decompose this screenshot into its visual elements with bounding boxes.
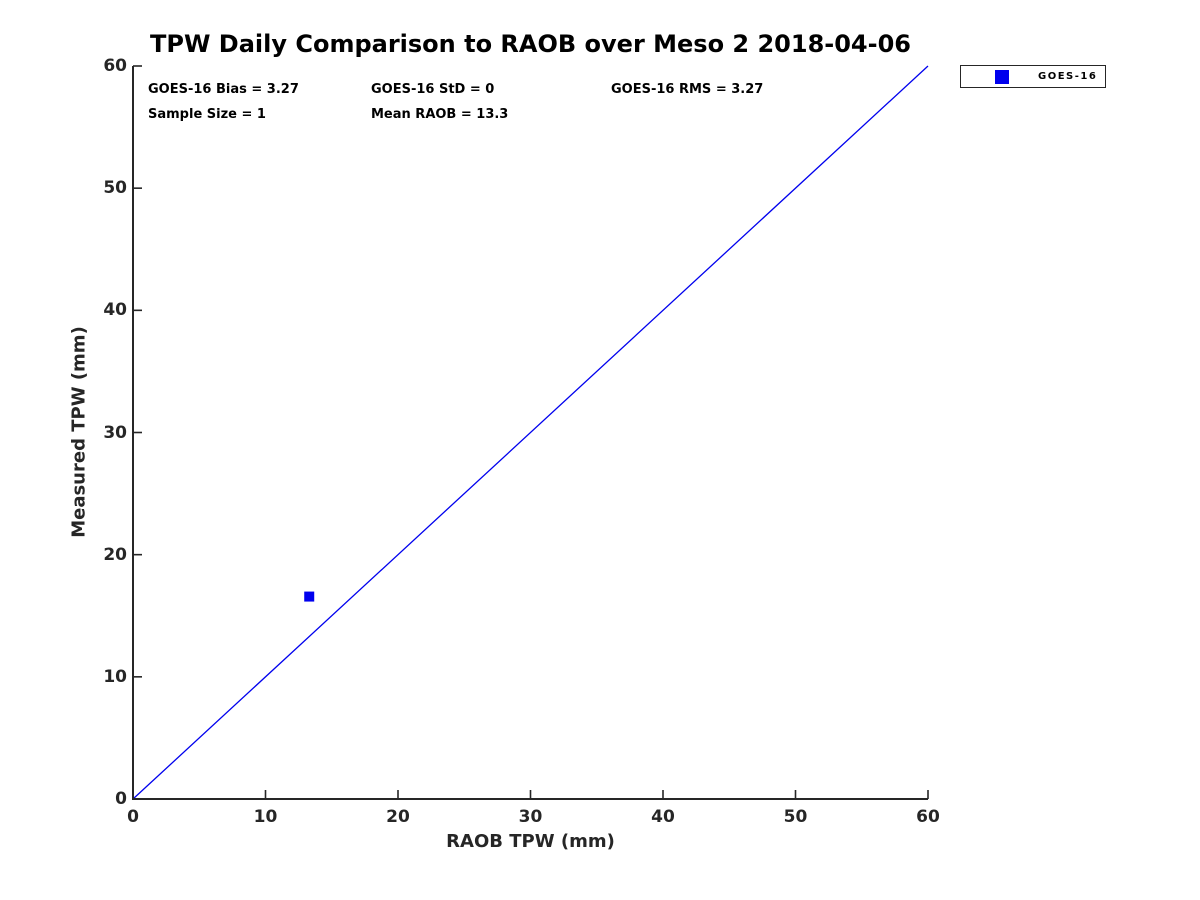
identity-line (132, 65, 929, 800)
y-tick-label: 40 (103, 300, 127, 321)
x-tick-label: 20 (386, 807, 410, 827)
y-tick-label: 10 (103, 666, 127, 687)
stat-rms: GOES-16 RMS = 3.27 (611, 82, 764, 97)
x-tick-label: 60 (916, 807, 940, 827)
x-tick-label: 0 (127, 807, 139, 827)
legend-marker-square-icon (995, 69, 1009, 84)
stat-mean-raob: Mean RAOB = 13.3 (371, 107, 509, 122)
stat-sample-size: Sample Size = 1 (148, 107, 266, 122)
y-tick-label: 0 (115, 789, 127, 809)
legend: GOES-16 (960, 65, 1106, 88)
y-tick-label: 30 (103, 422, 127, 443)
y-tick-label: 50 (103, 178, 127, 199)
y-tick-label: 20 (103, 544, 127, 565)
data-point-goes-16 (304, 591, 315, 602)
x-tick-label: 40 (651, 807, 675, 827)
chart-title: TPW Daily Comparison to RAOB over Meso 2… (149, 30, 911, 58)
x-tick-label: 10 (253, 807, 278, 827)
y-tick-label: 60 (103, 56, 127, 76)
stat-bias: GOES-16 Bias = 3.27 (148, 82, 299, 97)
x-axis-label: RAOB TPW (mm) (446, 831, 615, 852)
stat-std: GOES-16 StD = 0 (371, 82, 495, 97)
x-tick-label: 50 (783, 807, 808, 827)
legend-entry-goes16: GOES-16 (1038, 71, 1098, 82)
x-tick-label: 30 (518, 807, 543, 827)
